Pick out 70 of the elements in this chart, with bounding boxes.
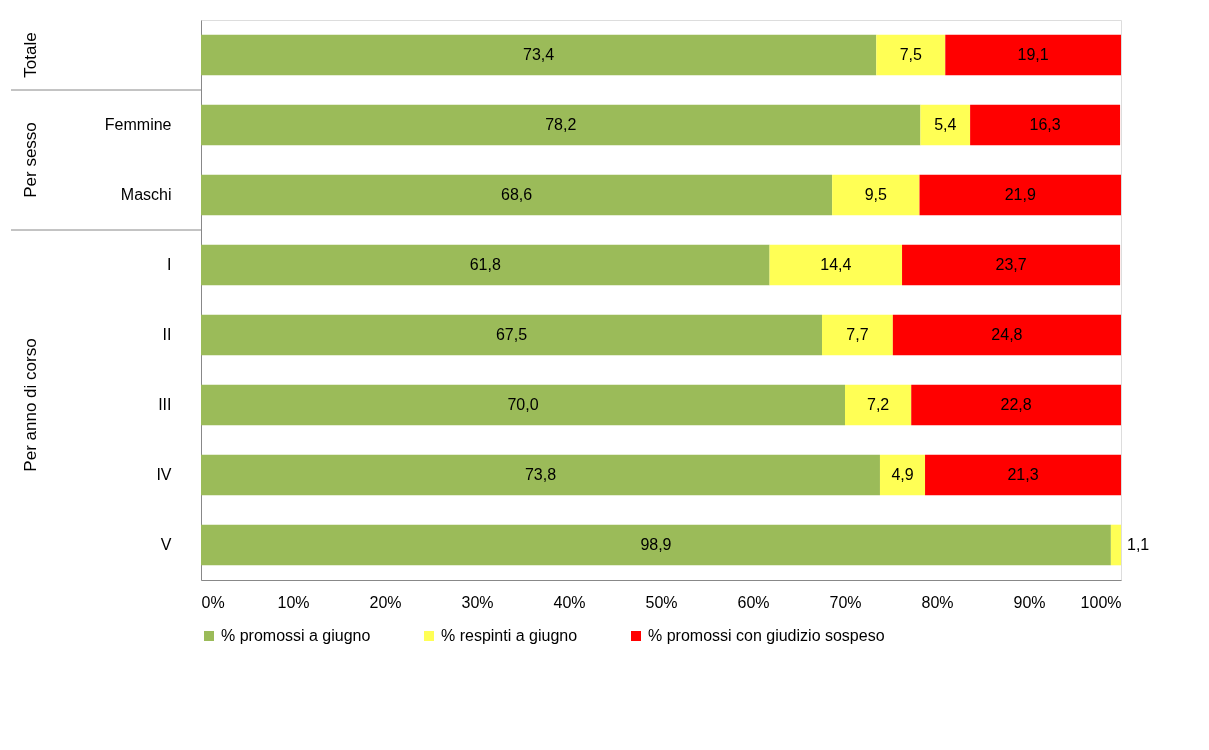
data-label: 9,5 xyxy=(864,186,888,203)
x-tick-label: 0% xyxy=(201,593,225,611)
bar xyxy=(201,454,880,496)
data-label: 19,1 xyxy=(1017,46,1049,63)
data-label: 61,8 xyxy=(469,256,501,273)
bar xyxy=(919,174,1121,216)
data-label: 14,4 xyxy=(820,256,852,273)
text: Per sesso xyxy=(21,122,40,198)
data-label: 23,7 xyxy=(995,256,1027,273)
bar xyxy=(201,524,1111,566)
y-tick-label: III xyxy=(158,396,172,413)
data-label: 73,4 xyxy=(523,46,555,63)
bar xyxy=(769,244,903,286)
x-tick-label: 70% xyxy=(829,593,862,611)
bar xyxy=(920,104,971,146)
x-tick-label: 30% xyxy=(461,593,494,611)
bar xyxy=(201,314,822,356)
data-label: 24,8 xyxy=(991,326,1023,343)
data-label: 7,5 xyxy=(899,46,922,63)
data-label: 98,9 xyxy=(640,536,672,553)
y-tick-label: IV xyxy=(156,466,172,483)
bar xyxy=(201,384,845,426)
x-tick-label: 10% xyxy=(277,593,310,611)
bar xyxy=(1110,524,1121,566)
data-label: 68,6 xyxy=(500,186,533,203)
y-tick-label: Maschi xyxy=(120,186,172,203)
bar xyxy=(925,454,1121,496)
y-tick-label: V xyxy=(160,536,172,553)
x-tick-label: 100% xyxy=(1080,593,1122,611)
bar xyxy=(845,384,912,426)
bar xyxy=(201,104,921,146)
legend-label: % respinti a giugno xyxy=(441,627,578,644)
bar xyxy=(879,454,926,496)
bar xyxy=(892,314,1121,356)
y-tick-label: II xyxy=(162,326,172,343)
legend-label: % promossi con giudizio sospeso xyxy=(648,627,885,644)
data-label: 7,2 xyxy=(866,396,890,413)
data-label: 78,2 xyxy=(545,116,577,133)
legend-label: % promossi a giugno xyxy=(221,627,371,644)
data-label: 7,7 xyxy=(846,326,869,343)
data-label: 4,9 xyxy=(891,466,914,483)
data-label: 16,3 xyxy=(1029,116,1061,133)
x-tick-label: 90% xyxy=(1013,593,1046,611)
data-label: 1,1 xyxy=(1127,536,1150,553)
text: Totale xyxy=(21,32,40,78)
data-label: 5,4 xyxy=(934,116,957,133)
bar xyxy=(902,244,1121,286)
data-label: 67,5 xyxy=(495,326,528,343)
data-label: 21,3 xyxy=(1007,466,1039,483)
bar xyxy=(201,174,833,216)
x-tick-label: 60% xyxy=(737,593,770,611)
bar xyxy=(945,34,1121,76)
bar xyxy=(876,34,946,76)
y-tick-label: Femmine xyxy=(104,116,172,133)
bar xyxy=(201,34,877,76)
x-tick-label: 40% xyxy=(553,593,586,611)
bar xyxy=(970,104,1121,146)
data-label: 22,8 xyxy=(1000,396,1032,413)
x-tick-label: 50% xyxy=(645,593,678,611)
bar xyxy=(832,174,920,216)
y-tick-label: I xyxy=(167,256,172,273)
x-tick-label: 20% xyxy=(369,593,402,611)
data-label: 73,8 xyxy=(524,466,557,483)
x-tick-label: 80% xyxy=(921,593,954,611)
bar xyxy=(822,314,893,356)
bar xyxy=(201,244,770,286)
bar xyxy=(911,384,1121,426)
text: Per anno di corso xyxy=(21,338,40,472)
data-label: 21,9 xyxy=(1004,186,1036,203)
data-label: 70,0 xyxy=(507,396,539,413)
